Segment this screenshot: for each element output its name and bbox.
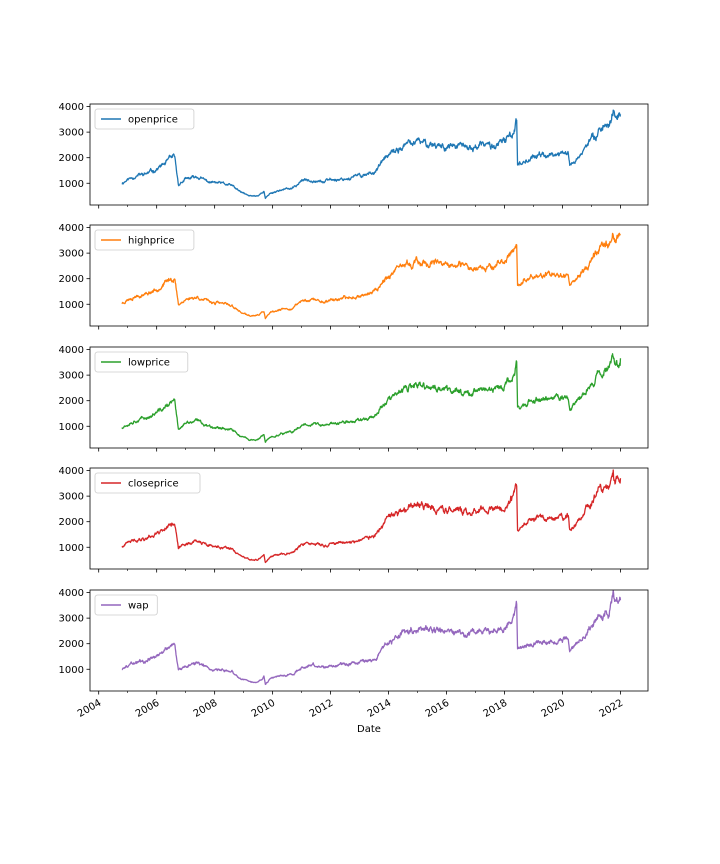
panel-highprice: 1000 2000 3000 4000 highprice — [59, 223, 649, 330]
y-tick-label: 4000 — [59, 223, 84, 234]
legend-label: highprice — [128, 236, 175, 247]
y-tick-label: 1000 — [59, 543, 84, 554]
y-tick-label: 1000 — [59, 422, 84, 433]
legend-box — [94, 472, 201, 494]
axes-frame — [89, 589, 649, 692]
series-line-closeprice — [121, 469, 622, 564]
x-tick-label: 2012 — [308, 698, 336, 720]
x-tick-label: 2018 — [482, 698, 510, 720]
x-tick-label: 2004 — [76, 698, 104, 720]
y-tick-label: 2000 — [59, 153, 84, 164]
y-tick-label: 1000 — [59, 300, 84, 311]
y-tick-label: 4000 — [59, 345, 84, 356]
panel-openprice: 1000 2000 3000 4000 openprice — [59, 102, 649, 209]
y-tick-label: 2000 — [59, 517, 84, 528]
x-tick-label: 2010 — [250, 698, 278, 720]
panel-wap: 1000 2000 3000 4000 2004 2006 2008 2010 2012 2014… — [59, 588, 649, 720]
x-tick-label: 2006 — [134, 698, 162, 720]
axes-frame — [89, 224, 649, 327]
axes-frame — [89, 103, 649, 206]
legend-label: openprice — [128, 115, 178, 126]
x-tick-label: 2008 — [192, 698, 220, 720]
x-tick-label: 2014 — [366, 698, 394, 720]
legend-label: wap — [128, 601, 149, 612]
legend-box — [94, 229, 195, 251]
x-axis-label: Date — [357, 724, 381, 735]
axes-frame — [89, 467, 649, 570]
y-tick-label: 4000 — [59, 102, 84, 113]
y-tick-label: 1000 — [59, 665, 84, 676]
series-line-highprice — [121, 232, 622, 320]
y-tick-label: 2000 — [59, 274, 84, 285]
y-tick-label: 3000 — [59, 128, 84, 139]
series-line-openprice — [121, 109, 622, 200]
y-tick-label: 1000 — [59, 179, 84, 190]
x-tick-label: 2016 — [424, 698, 452, 720]
legend-label: closeprice — [128, 479, 179, 490]
x-tick-label: 2020 — [540, 698, 568, 720]
y-tick-label: 3000 — [59, 371, 84, 382]
axes-frame — [89, 346, 649, 449]
series-line-wap — [121, 590, 622, 686]
legend-label: lowprice — [128, 358, 170, 369]
panel-lowprice: 1000 2000 3000 4000 lowprice — [59, 345, 649, 452]
legend-box — [94, 594, 158, 616]
y-tick-label: 3000 — [59, 249, 84, 260]
legend-box — [94, 108, 195, 130]
y-tick-label: 4000 — [59, 466, 84, 477]
y-tick-label: 2000 — [59, 639, 84, 650]
y-tick-label: 3000 — [59, 492, 84, 503]
y-tick-label: 3000 — [59, 614, 84, 625]
series-line-lowprice — [121, 353, 622, 443]
y-tick-label: 4000 — [59, 588, 84, 599]
panel-closeprice: 1000 2000 3000 4000 closeprice — [59, 466, 649, 573]
y-tick-label: 2000 — [59, 396, 84, 407]
legend-box — [94, 351, 189, 373]
x-tick-label: 2022 — [598, 698, 626, 720]
